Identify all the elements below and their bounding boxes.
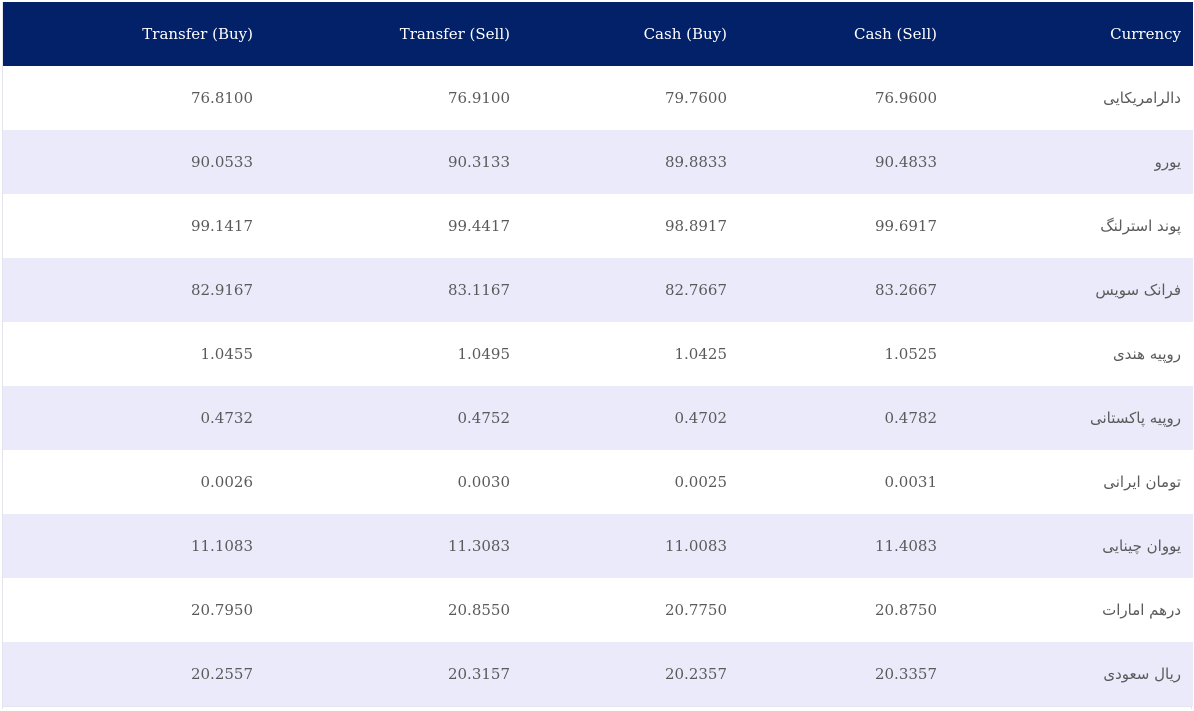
cell-transfer-sell: 0.4752 (457, 409, 511, 427)
cell-cash-sell: 0.4782 (884, 409, 938, 427)
header-cash-sell: Cash (Sell) (854, 25, 937, 43)
table-row: 76.8100 76.9100 79.7600 76.9600 دالرامری… (3, 66, 1193, 130)
cell-transfer-buy: 0.0026 (200, 473, 254, 491)
cell-transfer-buy: 82.9167 (190, 281, 253, 299)
table-bottom-divider (2, 706, 1192, 707)
cell-cash-buy: 20.7750 (664, 601, 727, 619)
cell-cash-buy: 0.0025 (674, 473, 728, 491)
cell-cash-sell: 1.0525 (884, 345, 938, 363)
header-transfer-sell: Transfer (Sell) (399, 25, 510, 43)
cell-transfer-sell: 99.4417 (447, 217, 510, 235)
cell-cash-buy: 79.7600 (664, 89, 727, 107)
cell-transfer-buy: 76.8100 (190, 89, 253, 107)
cell-cash-sell: 0.0031 (884, 473, 938, 491)
cell-cash-buy: 98.8917 (664, 217, 727, 235)
table-row: 0.4732 0.4752 0.4702 0.4782 روپیه پاکستا… (3, 386, 1193, 450)
cell-currency: تومان ایرانی (1103, 473, 1181, 491)
header-row: Transfer (Buy) Transfer (Sell) Cash (Buy… (3, 2, 1193, 66)
header-transfer-buy: Transfer (Buy) (142, 25, 253, 43)
cell-transfer-sell: 20.8550 (447, 601, 510, 619)
cell-currency: دالرامریکایی (1103, 89, 1181, 107)
header-currency: Currency (1110, 25, 1181, 43)
cell-transfer-sell: 83.1167 (447, 281, 510, 299)
table-header: Transfer (Buy) Transfer (Sell) Cash (Buy… (3, 2, 1193, 66)
cell-currency: روپیه پاکستانی (1089, 409, 1181, 427)
cell-currency: ریال سعودی (1103, 665, 1181, 683)
cell-transfer-buy: 20.2557 (190, 665, 253, 683)
cell-transfer-sell: 0.0030 (457, 473, 511, 491)
cell-transfer-buy: 0.4732 (200, 409, 254, 427)
cell-transfer-sell: 76.9100 (447, 89, 510, 107)
cell-currency: روپیه هندی (1112, 345, 1181, 363)
table-row: 20.2557 20.3157 20.2357 20.3357 ریال سعو… (3, 642, 1193, 706)
cell-cash-sell: 83.2667 (874, 281, 937, 299)
cell-transfer-sell: 11.3083 (447, 537, 510, 555)
table-row: 20.7950 20.8550 20.7750 20.8750 درهم اما… (3, 578, 1193, 642)
cell-currency: درهم امارات (1102, 601, 1181, 619)
cell-cash-buy: 11.0083 (664, 537, 727, 555)
cell-cash-buy: 89.8833 (664, 153, 727, 171)
cell-cash-sell: 99.6917 (874, 217, 937, 235)
header-cash-buy: Cash (Buy) (643, 25, 727, 43)
table-row: 82.9167 83.1167 82.7667 83.2667 فرانک سو… (3, 258, 1193, 322)
cell-cash-buy: 1.0425 (674, 345, 728, 363)
cell-currency: فرانک سویس (1095, 281, 1181, 299)
cell-cash-sell: 20.3357 (874, 665, 937, 683)
cell-currency: یورو (1154, 153, 1181, 171)
cell-transfer-sell: 90.3133 (447, 153, 510, 171)
table-row: 90.0533 90.3133 89.8833 90.4833 یورو (3, 130, 1193, 194)
cell-transfer-sell: 1.0495 (457, 345, 511, 363)
cell-transfer-sell: 20.3157 (447, 665, 510, 683)
table-row: 11.1083 11.3083 11.0083 11.4083 یووان چی… (3, 514, 1193, 578)
cell-cash-sell: 90.4833 (874, 153, 937, 171)
cell-cash-sell: 11.4083 (874, 537, 937, 555)
cell-cash-sell: 20.8750 (874, 601, 937, 619)
table-row: 0.0026 0.0030 0.0025 0.0031 تومان ایرانی (3, 450, 1193, 514)
cell-currency: پوند استرلنگ (1100, 217, 1181, 235)
table-row: 99.1417 99.4417 98.8917 99.6917 پوند است… (3, 194, 1193, 258)
cell-transfer-buy: 11.1083 (190, 537, 253, 555)
cell-cash-buy: 0.4702 (674, 409, 728, 427)
table-row: 1.0455 1.0495 1.0425 1.0525 روپیه هندی (3, 322, 1193, 386)
table-body: 76.8100 76.9100 79.7600 76.9600 دالرامری… (3, 66, 1193, 706)
cell-cash-buy: 82.7667 (664, 281, 727, 299)
cell-transfer-buy: 20.7950 (190, 601, 253, 619)
cell-cash-buy: 20.2357 (664, 665, 727, 683)
exchange-rate-table: Transfer (Buy) Transfer (Sell) Cash (Buy… (3, 2, 1193, 706)
cell-cash-sell: 76.9600 (874, 89, 937, 107)
cell-transfer-buy: 1.0455 (200, 345, 254, 363)
cell-transfer-buy: 99.1417 (190, 217, 253, 235)
cell-transfer-buy: 90.0533 (190, 153, 253, 171)
cell-currency: یووان چینایی (1102, 537, 1181, 555)
